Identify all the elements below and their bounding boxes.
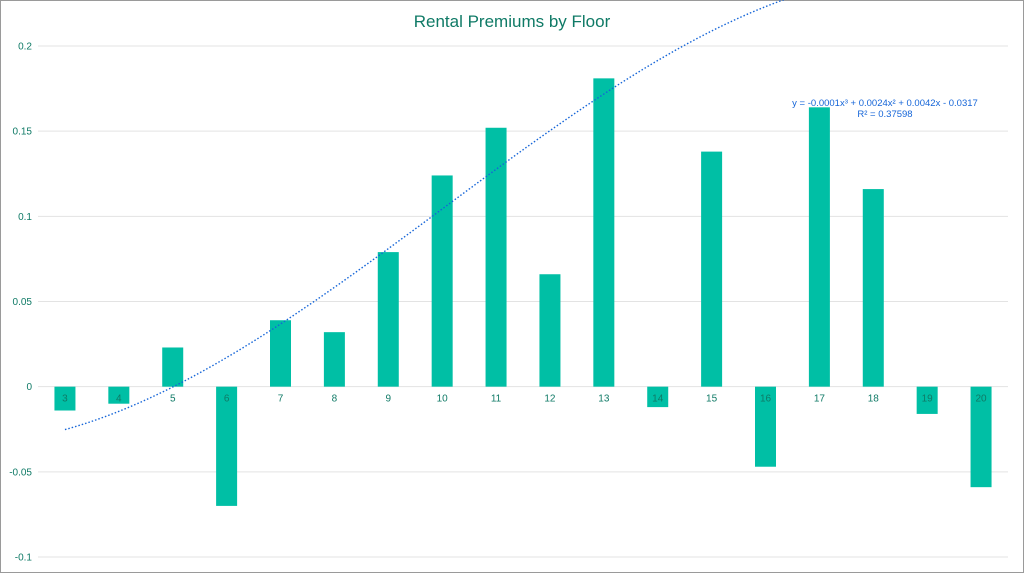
x-axis-ticks: 3 4 5 6 7 8 9 10 11 12 13 14 15 16 17 18 19 20 (62, 394, 987, 405)
x-tick-label: 14 (652, 394, 664, 405)
bar (216, 386, 238, 506)
bar (162, 347, 184, 387)
bar (323, 332, 345, 387)
bar (701, 151, 723, 387)
x-tick-label: 15 (706, 394, 718, 405)
x-tick-label: 9 (385, 394, 391, 405)
x-tick-label: 6 (224, 394, 230, 405)
bar (862, 189, 884, 387)
bar (431, 175, 453, 387)
bar (970, 386, 992, 488)
x-tick-label: 17 (814, 394, 826, 405)
bar (54, 386, 76, 411)
bar (755, 386, 776, 467)
y-tick-label: 0.1 (18, 212, 32, 223)
bar (270, 320, 291, 387)
y-tick-label: 0.05 (13, 297, 33, 308)
y-tick-label: 0 (26, 382, 32, 393)
x-tick-label: 18 (868, 394, 880, 405)
bar (539, 274, 561, 387)
bar (108, 386, 130, 404)
trendline-r-squared: R² = 0.37598 (857, 109, 912, 120)
x-tick-label: 3 (62, 394, 68, 405)
gridlines (38, 45, 1008, 558)
y-tick-label: 0.2 (18, 42, 32, 53)
y-axis-ticks: 0.2 0.15 0.1 0.05 0 -0.05 -0.1 (9, 42, 32, 564)
bar (593, 78, 615, 387)
x-tick-label: 7 (278, 394, 284, 405)
bar (808, 107, 830, 387)
x-tick-label: 13 (598, 394, 610, 405)
bar (916, 386, 938, 414)
bar (377, 252, 399, 387)
trendline-equation: y = -0.0001x³ + 0.0024x² + 0.0042x - 0.0… (792, 98, 978, 109)
x-tick-label: 4 (116, 394, 122, 405)
x-tick-label: 19 (922, 394, 934, 405)
x-tick-label: 12 (544, 394, 556, 405)
bar (485, 127, 507, 387)
y-tick-label: -0.05 (9, 467, 32, 478)
x-tick-label: 20 (975, 394, 987, 405)
bar (647, 386, 669, 408)
x-tick-label: 8 (332, 394, 338, 405)
x-tick-label: 10 (437, 394, 449, 405)
y-tick-label: -0.1 (15, 553, 33, 564)
y-tick-label: 0.15 (13, 127, 33, 138)
x-tick-label: 11 (491, 394, 502, 405)
x-tick-label: 5 (170, 394, 176, 405)
chart-title: Rental Premiums by Floor (414, 12, 611, 31)
bars (54, 78, 992, 506)
x-tick-label: 16 (760, 394, 772, 405)
trendline (64, 0, 786, 431)
